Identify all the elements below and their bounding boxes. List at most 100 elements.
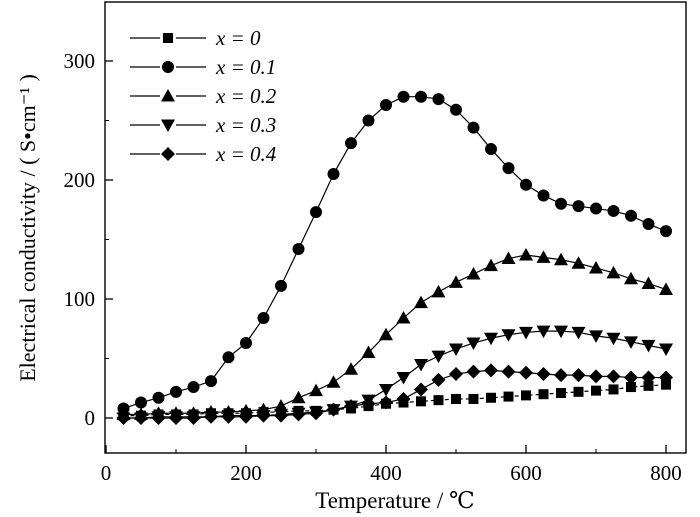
legend-label: x = 0.1 xyxy=(215,55,276,79)
data-point xyxy=(432,93,445,106)
data-point xyxy=(327,168,340,181)
data-point xyxy=(414,295,428,309)
data-point xyxy=(624,271,638,285)
data-point xyxy=(344,362,358,375)
data-point xyxy=(449,343,463,356)
data-point xyxy=(449,366,463,381)
legend-label: x = 0.4 xyxy=(215,142,277,166)
data-point xyxy=(414,382,428,397)
data-point xyxy=(431,350,446,364)
data-point xyxy=(606,369,621,384)
data-point xyxy=(555,197,567,210)
legend-item: x = 0.2 xyxy=(130,84,277,108)
series-layer xyxy=(116,90,673,425)
data-point xyxy=(309,383,323,397)
series-2 xyxy=(116,247,673,420)
plot-frame xyxy=(104,1,687,454)
data-point xyxy=(519,247,533,261)
data-point xyxy=(501,329,516,342)
data-point xyxy=(396,391,411,406)
data-point xyxy=(257,312,270,325)
data-point xyxy=(536,366,551,381)
data-point xyxy=(239,409,253,424)
legend-item: x = 0 xyxy=(130,26,261,50)
data-point xyxy=(624,336,638,349)
legend-marker xyxy=(161,119,175,132)
data-point xyxy=(571,256,586,269)
data-point xyxy=(641,276,656,290)
legend-label: x = 0.3 xyxy=(215,113,276,137)
x-tick-label: 800 xyxy=(650,461,682,485)
x-tick-label: 200 xyxy=(230,461,262,485)
legend-marker xyxy=(161,147,175,161)
data-point xyxy=(659,343,673,356)
axis-ticks: 0 200 400 600 800 0 100 200 300 xyxy=(64,49,682,485)
legend-item: x = 0.3 xyxy=(130,113,276,137)
data-point xyxy=(309,406,323,421)
data-point xyxy=(240,337,252,350)
data-point xyxy=(431,284,446,298)
legend-marker xyxy=(163,33,173,43)
data-point xyxy=(380,99,392,112)
data-point xyxy=(484,258,498,272)
data-point xyxy=(641,339,656,353)
legend-marker xyxy=(161,89,175,102)
data-point xyxy=(433,395,444,406)
data-point xyxy=(415,90,427,103)
legend-item: x = 0.1 xyxy=(130,55,276,79)
data-point xyxy=(641,370,656,385)
legend: x = 0 x = 0.1 x = 0.2 x = 0.3 x = 0.4 xyxy=(130,26,277,166)
data-point xyxy=(467,121,480,134)
data-point xyxy=(451,393,461,404)
data-point xyxy=(291,407,306,422)
data-point xyxy=(362,114,375,127)
data-point xyxy=(361,345,376,359)
data-point xyxy=(485,143,497,156)
data-point xyxy=(292,243,305,256)
data-point xyxy=(608,384,619,395)
data-point xyxy=(274,408,288,423)
data-point xyxy=(152,391,165,404)
legend-item: x = 0.4 xyxy=(130,142,277,166)
data-point xyxy=(659,370,673,385)
legend-label: x = 0.2 xyxy=(215,84,277,108)
data-point xyxy=(642,218,655,231)
data-point xyxy=(659,282,673,295)
y-tick-label: 0 xyxy=(85,406,96,430)
data-point xyxy=(396,311,411,324)
series-4 xyxy=(116,363,673,425)
data-point xyxy=(589,330,603,343)
legend-label: x = 0 xyxy=(215,26,261,50)
data-point xyxy=(135,396,147,409)
data-point xyxy=(521,390,531,401)
data-point xyxy=(416,396,426,407)
y-tick-label: 300 xyxy=(64,49,96,73)
x-tick-label: 600 xyxy=(510,461,542,485)
data-point xyxy=(187,381,200,394)
data-point xyxy=(116,411,131,425)
data-point xyxy=(589,261,603,274)
data-point xyxy=(170,385,182,398)
data-point xyxy=(310,206,322,219)
data-point xyxy=(573,386,584,397)
data-point xyxy=(519,326,533,340)
y-axis-label: Electrical conductivity / ( S•cm⁻¹ ) xyxy=(15,74,40,382)
data-point xyxy=(205,375,217,388)
data-point xyxy=(519,365,533,380)
data-point xyxy=(625,209,637,222)
data-point xyxy=(396,372,411,385)
data-point xyxy=(501,364,516,379)
data-point xyxy=(379,327,393,341)
data-point xyxy=(379,395,393,410)
x-tick-label: 400 xyxy=(370,461,402,485)
data-point xyxy=(661,379,671,390)
data-point xyxy=(221,409,236,424)
data-point xyxy=(484,332,498,346)
data-point xyxy=(606,265,621,279)
data-point xyxy=(503,391,514,402)
data-point xyxy=(502,162,515,175)
data-point xyxy=(643,380,654,391)
data-point xyxy=(589,369,603,384)
data-point xyxy=(326,402,341,417)
data-point xyxy=(554,368,568,383)
